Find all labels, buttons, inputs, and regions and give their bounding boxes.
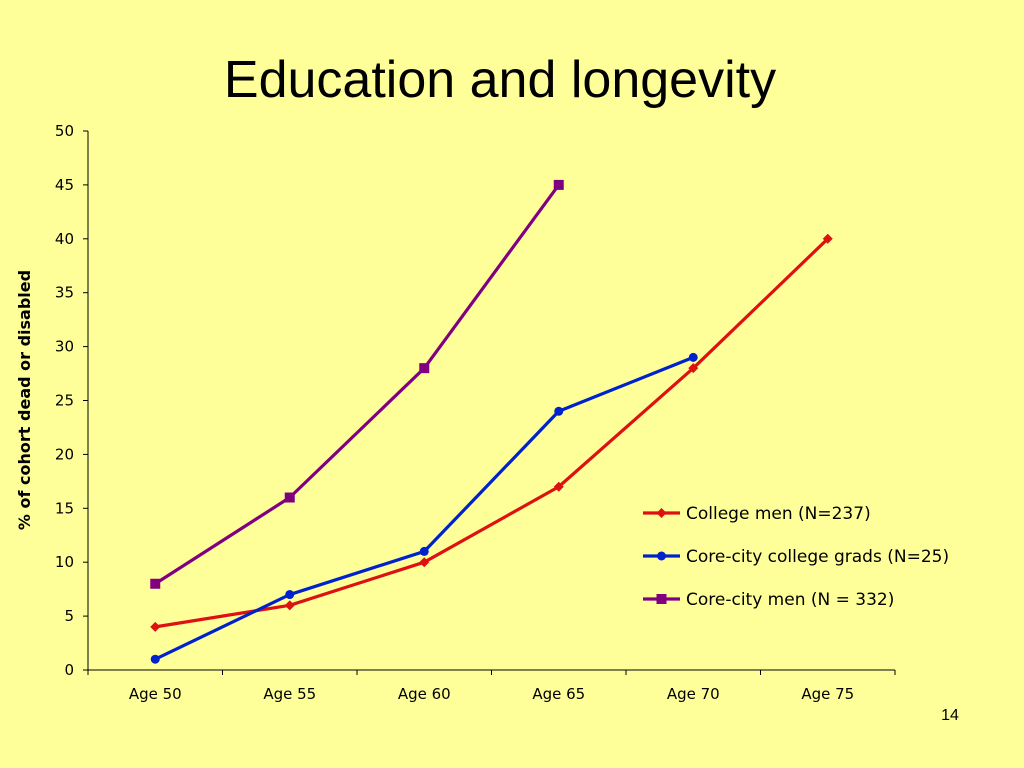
data-point xyxy=(150,578,161,589)
y-tick-label: 40 xyxy=(55,230,74,248)
y-tick-label: 45 xyxy=(55,176,74,194)
legend-item: Core-city men (N = 332) xyxy=(643,590,894,610)
data-point xyxy=(419,557,430,568)
x-tick-label: Age 55 xyxy=(263,685,316,703)
y-tick-labels: 0 5 10 15 20 25 30 35 40 45 50 xyxy=(55,122,74,679)
y-tick-label: 10 xyxy=(55,553,74,571)
series-line xyxy=(154,183,561,586)
slide-title: Education and longevity xyxy=(223,51,777,109)
legend-label: Core-city college grads (N=25) xyxy=(686,547,949,567)
y-tick-label: 20 xyxy=(55,445,74,463)
y-tick-label: 0 xyxy=(64,661,74,679)
y-axis-label: % of cohort dead or disabled xyxy=(15,270,34,530)
series-layer xyxy=(150,179,833,664)
legend-item: College men (N=237) xyxy=(643,504,871,524)
chart-legend: College men (N=237) Core-city college gra… xyxy=(643,504,949,610)
data-point xyxy=(688,352,698,362)
x-tick-label: Age 70 xyxy=(667,685,720,703)
y-tick-label: 50 xyxy=(55,122,74,140)
data-point xyxy=(419,546,429,556)
legend-marker xyxy=(656,508,667,518)
series-line xyxy=(154,237,829,629)
data-point xyxy=(150,621,161,632)
x-tick-label: Age 60 xyxy=(398,685,451,703)
x-tick-labels: Age 50 Age 55 Age 60 Age 65 Age 70 Age 75 xyxy=(129,685,854,703)
y-tick-label: 30 xyxy=(55,338,74,356)
x-tick-label: Age 65 xyxy=(532,685,585,703)
slide-number: 14 xyxy=(941,707,959,724)
y-tick-label: 5 xyxy=(64,607,74,625)
x-tick-label: Age 50 xyxy=(129,685,182,703)
x-tick-label: Age 75 xyxy=(801,685,854,703)
series-1 xyxy=(150,352,698,664)
data-point xyxy=(553,481,564,492)
chart-axes xyxy=(83,130,896,675)
data-point xyxy=(419,363,430,374)
data-point xyxy=(554,406,564,416)
legend-label: College men (N=237) xyxy=(686,504,871,524)
data-point xyxy=(285,590,295,600)
data-point xyxy=(284,600,295,611)
y-tick-label: 35 xyxy=(55,284,74,302)
data-point xyxy=(553,179,564,190)
data-point xyxy=(822,233,833,244)
y-tick-label: 25 xyxy=(55,392,74,410)
data-point xyxy=(150,654,160,664)
legend-item: Core-city college grads (N=25) xyxy=(643,547,949,567)
legend-marker xyxy=(656,594,667,604)
legend-marker xyxy=(657,551,666,561)
series-0 xyxy=(150,233,833,632)
series-2 xyxy=(150,179,564,589)
data-point xyxy=(284,492,295,503)
data-point xyxy=(688,363,699,374)
legend-label: Core-city men (N = 332) xyxy=(686,590,894,610)
y-tick-label: 15 xyxy=(55,499,74,517)
